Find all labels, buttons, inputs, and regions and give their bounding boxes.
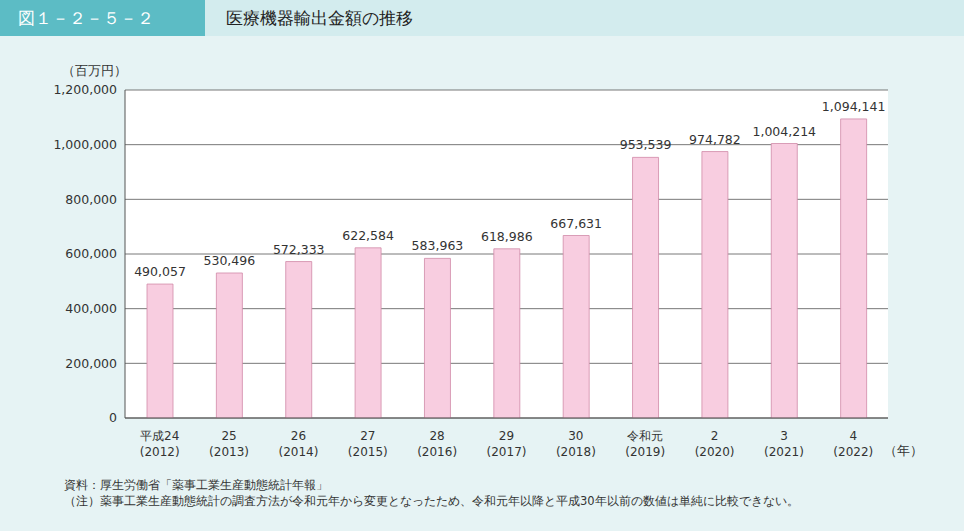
html-text:（年）: （年） (884, 443, 923, 458)
svg-text:27(2015): 27(2015) (348, 429, 388, 459)
html-text:医療機器輸出金額の推移: 医療機器輸出金額の推移 (226, 8, 413, 28)
svg-text:572,333: 572,333 (273, 242, 325, 257)
svg-text:令和元(2019): 令和元(2019) (625, 429, 665, 459)
svg-text:583,963: 583,963 (412, 238, 464, 253)
svg-text:26(2014): 26(2014) (278, 429, 318, 459)
svg-text:3(2021): 3(2021) (764, 429, 804, 459)
svg-text:1,094,141: 1,094,141 (822, 99, 886, 114)
svg-text:667,631: 667,631 (550, 216, 602, 231)
svg-text:28(2016): 28(2016) (417, 429, 457, 459)
svg-text:2(2020): 2(2020) (695, 429, 735, 459)
html-text:資料：厚生労働省「薬事工業生産動態統計年報」: 資料：厚生労働省「薬事工業生産動態統計年報」 (64, 478, 328, 492)
svg-text:974,782: 974,782 (689, 132, 741, 147)
svg-text:618,986: 618,986 (481, 229, 533, 244)
svg-text:622,584: 622,584 (342, 228, 394, 243)
svg-text:400,000: 400,000 (65, 301, 117, 316)
svg-text:1,004,214: 1,004,214 (752, 124, 816, 139)
svg-text:4(2022): 4(2022) (833, 429, 873, 459)
svg-text:530,496: 530,496 (204, 253, 256, 268)
svg-text:200,000: 200,000 (65, 356, 117, 371)
svg-text:25(2013): 25(2013) (209, 429, 249, 459)
svg-text:平成24(2012): 平成24(2012) (140, 429, 180, 459)
svg-text:953,539: 953,539 (620, 137, 672, 152)
svg-text:0: 0 (109, 410, 117, 425)
svg-text:490,057: 490,057 (134, 264, 186, 279)
svg-text:800,000: 800,000 (65, 192, 117, 207)
html-text:（百万円）: （百万円） (62, 63, 127, 78)
svg-text:1,000,000: 1,000,000 (53, 137, 117, 152)
svg-text:1,200,000: 1,200,000 (53, 82, 117, 97)
html-text:図１－２－５－２: 図１－２－５－２ (18, 8, 154, 28)
svg-text:29(2017): 29(2017) (487, 429, 527, 459)
svg-text:30(2018): 30(2018) (556, 429, 596, 459)
html-text:（注）薬事工業生産動態統計の調査方法が令和元年から変更となっ: （注）薬事工業生産動態統計の調査方法が令和元年から変更となったため、令和元年以降… (64, 494, 799, 508)
svg-text:600,000: 600,000 (65, 246, 117, 261)
